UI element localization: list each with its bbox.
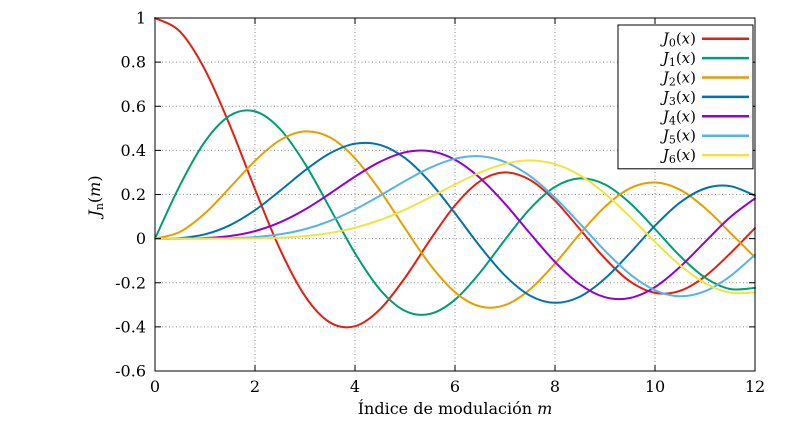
curve-j5 [154,155,756,298]
xtick-label: 8 [550,377,560,396]
ytick-label: -0.2 [115,273,146,292]
legend-label: J0(x) [660,30,696,50]
tick-labels: 10.80.60.40.20-0.2-0.4-0.60 2 4 6 8 10 12 [115,9,765,397]
ytick-label: -0.4 [115,317,146,336]
ytick-label: 0.6 [121,97,146,116]
plot-border [154,17,756,372]
legend-label: J2(x) [660,69,696,89]
legend-entry-j5: J5(x) [660,127,749,147]
ytick-label: 0.2 [121,185,146,204]
legend: J0(x)J1(x)J2(x)J3(x)J4(x)J5(x)J6(x) [617,24,754,170]
ytick-label: 0.8 [121,53,146,72]
legend-label: J6(x) [660,146,696,166]
legend-entry-j0: J0(x) [660,30,749,50]
curve-j2 [154,130,756,309]
y-axis-label: Jn(m) [85,175,106,219]
legend-label: J3(x) [660,88,696,108]
xtick-label: 12 [745,377,765,396]
ytick-label: 0.4 [121,141,146,160]
ytick-label: 1 [136,9,146,28]
legend-label: J4(x) [660,107,696,127]
legend-label: J5(x) [660,127,696,147]
x-axis-label: Índice de modulación m [358,398,553,418]
curve-j1 [154,109,756,316]
xtick-label: 0 [150,377,160,396]
xtick-label: 6 [450,377,460,396]
legend-entry-j6: J6(x) [660,146,749,166]
ytick-label: 0 [136,229,146,248]
legend-entry-j4: J4(x) [660,107,749,127]
curve-j0 [154,17,756,329]
curves [154,17,756,329]
curve-j3 [154,141,756,304]
xtick-label: 2 [250,377,260,396]
legend-label: J1(x) [660,49,696,69]
curve-j6 [154,159,756,295]
ytick-label: -0.6 [115,362,146,381]
legend-entry-j1: J1(x) [660,49,749,69]
xtick-label: 4 [350,377,360,396]
xtick-label: 10 [645,377,665,396]
legend-entry-j2: J2(x) [660,69,749,89]
legend-entry-j3: J3(x) [660,88,749,108]
